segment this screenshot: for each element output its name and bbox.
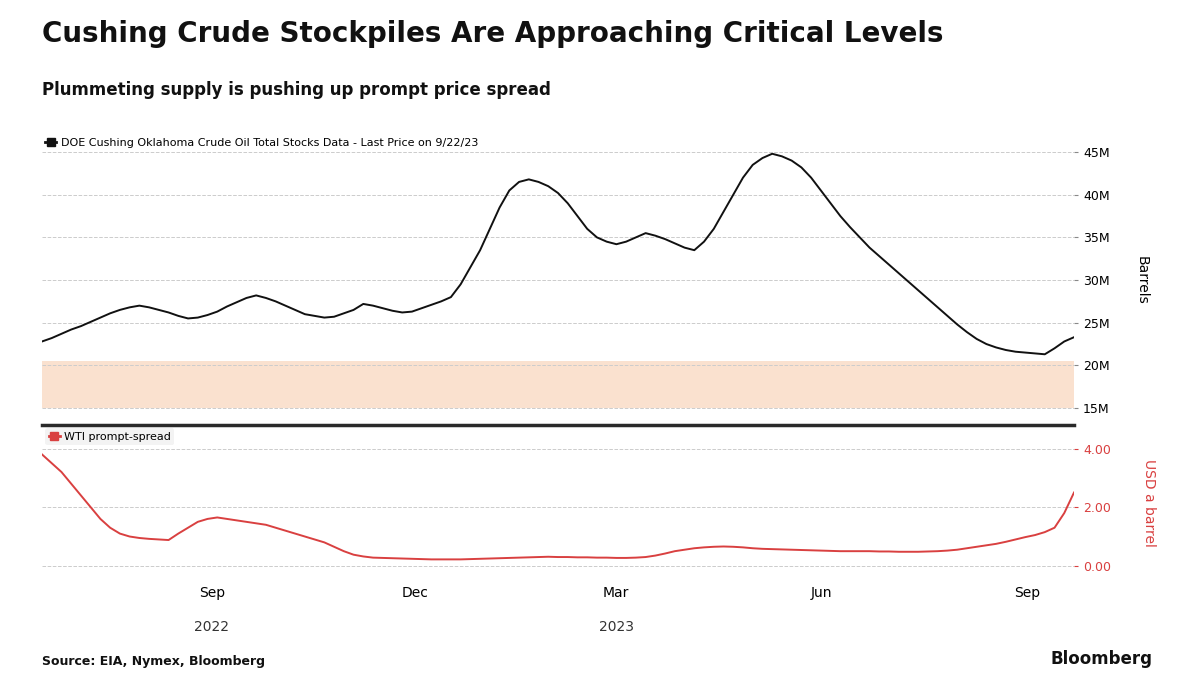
Text: 2023: 2023 — [599, 620, 634, 634]
Bar — [42, 361, 1074, 408]
Text: Plummeting supply is pushing up prompt price spread: Plummeting supply is pushing up prompt p… — [42, 81, 551, 99]
Y-axis label: Barrels: Barrels — [1135, 256, 1148, 304]
Text: Bloomberg: Bloomberg — [1050, 650, 1152, 668]
Legend: DOE Cushing Oklahoma Crude Oil Total Stocks Data - Last Price on 9/22/23: DOE Cushing Oklahoma Crude Oil Total Sto… — [46, 138, 479, 148]
Text: Source: EIA, Nymex, Bloomberg: Source: EIA, Nymex, Bloomberg — [42, 655, 265, 668]
Y-axis label: USD a barrel: USD a barrel — [1141, 459, 1156, 547]
Text: 2022: 2022 — [194, 620, 229, 634]
Text: Cushing Crude Stockpiles Are Approaching Critical Levels: Cushing Crude Stockpiles Are Approaching… — [42, 20, 943, 48]
Legend: WTI prompt-spread: WTI prompt-spread — [46, 429, 174, 445]
